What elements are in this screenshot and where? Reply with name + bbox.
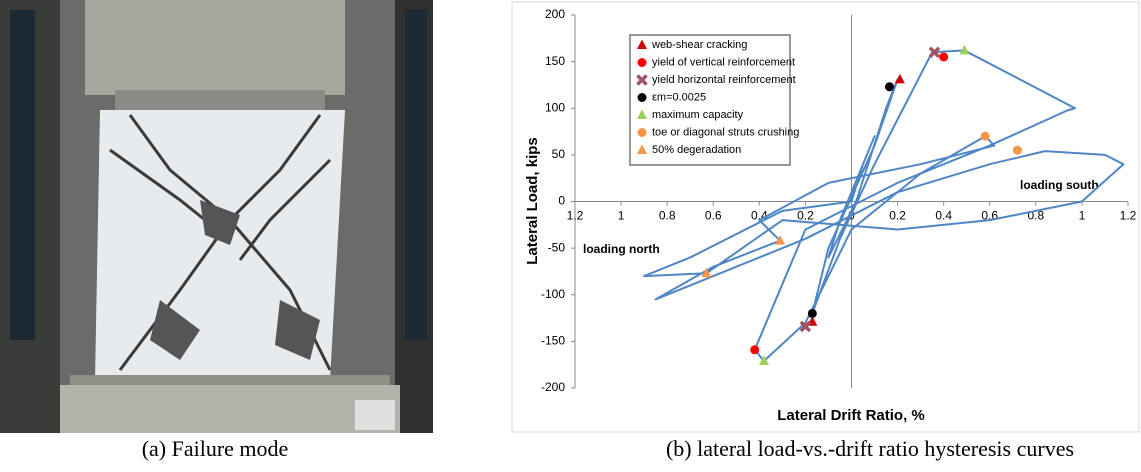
marker — [758, 355, 769, 365]
marker — [701, 267, 712, 278]
y-tick-label: -100 — [541, 287, 565, 301]
legend-marker — [636, 74, 648, 86]
caption: (a) Failure mode — [142, 436, 289, 461]
marker — [980, 131, 990, 141]
hysteresis-curve — [643, 49, 1125, 362]
x-tick-label: 1.2 — [1120, 209, 1137, 223]
legend-marker — [637, 93, 647, 102]
legend-label: yield horizontal reinforcement — [652, 74, 796, 86]
x-tick-label: 0.2 — [889, 209, 906, 223]
chart-frame — [511, 1, 1140, 433]
marker — [799, 320, 812, 333]
y-tick-label: 50 — [552, 147, 566, 161]
x-tick-label: 0.8 — [659, 209, 676, 223]
y-tick-label: -150 — [541, 334, 565, 348]
photo — [0, 0, 433, 433]
legend-marker — [637, 128, 647, 137]
x-tick-label: 0.2 — [797, 209, 814, 223]
marker — [885, 82, 895, 92]
legend-label: yield of vertical reinforcement — [652, 56, 795, 68]
legend-label: toe or diagonal struts crushing — [652, 126, 799, 138]
y-tick-label: 200 — [545, 7, 565, 21]
legend-marker — [637, 144, 647, 154]
caption: (b) lateral load-vs.-drift ratio hystere… — [666, 436, 1074, 461]
annotation: loading north — [583, 242, 660, 256]
legend-label: εm=0.0025 — [652, 91, 706, 103]
legend-label: 50% degeradation — [652, 144, 741, 156]
legend-marker — [637, 109, 647, 119]
legend-marker — [637, 58, 647, 67]
marker — [807, 308, 817, 318]
y-axis-label: Lateral Load, kips — [524, 137, 541, 265]
chart: -200 -150 -100 -50 0 50 100 150 200 1.2 1 0.8 0.6 0.4… — [511, 1, 1140, 433]
y-tick-label: -200 — [541, 380, 565, 394]
marker — [1012, 145, 1022, 155]
marker — [959, 44, 970, 55]
legend-label: maximum capacity — [652, 109, 744, 121]
annotation: loading south — [1020, 178, 1099, 192]
x-tick-label: 1 — [1079, 209, 1086, 223]
y-tick-label: 100 — [545, 100, 565, 114]
x-tick-label: 1 — [618, 209, 625, 223]
legend-label: web-shear cracking — [651, 39, 747, 51]
y-tick-label: -50 — [548, 240, 566, 254]
x-axis-label: Lateral Drift Ratio, % — [777, 407, 925, 424]
marker — [775, 235, 786, 245]
y-tick-label: 0 — [558, 194, 565, 208]
legend-box — [629, 34, 791, 166]
marker — [928, 46, 941, 59]
y-tick-label: 150 — [545, 54, 565, 68]
legend-marker — [637, 39, 647, 49]
x-tick-label: 1.2 — [567, 209, 584, 223]
marker — [894, 73, 905, 84]
x-tick-label: 0.4 — [935, 209, 952, 223]
marker — [939, 52, 949, 62]
marker — [750, 345, 760, 355]
x-tick-label: 0.6 — [705, 209, 722, 223]
